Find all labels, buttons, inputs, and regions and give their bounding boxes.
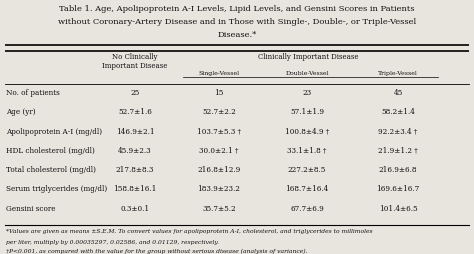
Text: Table 1. Age, Apolipoprotein A-I Levels, Lipid Levels, and Gensini Scores in Pat: Table 1. Age, Apolipoprotein A-I Levels,… <box>59 5 415 13</box>
Text: 25: 25 <box>130 89 140 97</box>
Text: Serum triglycerides (mg/dl): Serum triglycerides (mg/dl) <box>6 185 107 193</box>
Text: 67.7±6.9: 67.7±6.9 <box>290 205 324 213</box>
Text: Total cholesterol (mg/dl): Total cholesterol (mg/dl) <box>6 166 96 174</box>
Text: Triple-Vessel: Triple-Vessel <box>378 71 418 76</box>
Text: 23: 23 <box>302 89 312 97</box>
Text: 21.9±1.2 †: 21.9±1.2 † <box>378 147 418 155</box>
Text: Double-Vessel: Double-Vessel <box>285 71 329 76</box>
Text: 103.7±5.3 †: 103.7±5.3 † <box>197 128 241 135</box>
Text: 146.9±2.1: 146.9±2.1 <box>116 128 155 135</box>
Text: 35.7±5.2: 35.7±5.2 <box>202 205 236 213</box>
Text: 57.1±1.9: 57.1±1.9 <box>290 108 324 116</box>
Text: †P<0.001, as compared with the value for the group without serious disease (anal: †P<0.001, as compared with the value for… <box>6 248 307 254</box>
Text: HDL cholesterol (mg/dl): HDL cholesterol (mg/dl) <box>6 147 94 155</box>
Text: Disease.*: Disease.* <box>217 31 257 39</box>
Text: 101.4±6.5: 101.4±6.5 <box>379 205 418 213</box>
Text: 52.7±1.6: 52.7±1.6 <box>118 108 152 116</box>
Text: 33.1±1.8 †: 33.1±1.8 † <box>287 147 327 155</box>
Text: 216.9±6.8: 216.9±6.8 <box>379 166 418 174</box>
Text: *Values are given as means ±S.E.M. To convert values for apolipoprotein A-I, cho: *Values are given as means ±S.E.M. To co… <box>6 229 372 234</box>
Text: 100.8±4.9 †: 100.8±4.9 † <box>285 128 329 135</box>
Text: 217.8±8.3: 217.8±8.3 <box>116 166 154 174</box>
Text: Apolipoprotein A-I (mg/dl): Apolipoprotein A-I (mg/dl) <box>6 128 102 135</box>
Text: 92.2±3.4 †: 92.2±3.4 † <box>378 128 418 135</box>
Text: 58.2±1.4: 58.2±1.4 <box>381 108 415 116</box>
Text: 45.9±2.3: 45.9±2.3 <box>118 147 152 155</box>
Text: 0.3±0.1: 0.3±0.1 <box>120 205 150 213</box>
Text: Clinically Important Disease: Clinically Important Disease <box>258 53 359 61</box>
Text: 216.8±12.9: 216.8±12.9 <box>197 166 241 174</box>
Text: 45: 45 <box>393 89 403 97</box>
Text: 158.8±16.1: 158.8±16.1 <box>113 185 157 193</box>
Text: Single-Vessel: Single-Vessel <box>199 71 239 76</box>
Text: No. of patients: No. of patients <box>6 89 59 97</box>
Text: 15: 15 <box>214 89 224 97</box>
Text: 52.7±2.2: 52.7±2.2 <box>202 108 236 116</box>
Text: 169.6±16.7: 169.6±16.7 <box>376 185 420 193</box>
Text: per liter, multiply by 0.00035297, 0.02586, and 0.01129, respectively.: per liter, multiply by 0.00035297, 0.025… <box>6 240 219 245</box>
Text: without Coronary-Artery Disease and in Those with Single-, Double-, or Triple-Ve: without Coronary-Artery Disease and in T… <box>58 18 416 26</box>
Text: 183.9±23.2: 183.9±23.2 <box>198 185 240 193</box>
Text: 227.2±8.5: 227.2±8.5 <box>288 166 326 174</box>
Text: Gensini score: Gensini score <box>6 205 55 213</box>
Text: Age (yr): Age (yr) <box>6 108 35 116</box>
Text: No Clinically
Important Disease: No Clinically Important Disease <box>102 53 168 70</box>
Text: 168.7±16.4: 168.7±16.4 <box>285 185 329 193</box>
Text: 30.0±2.1 †: 30.0±2.1 † <box>199 147 239 155</box>
